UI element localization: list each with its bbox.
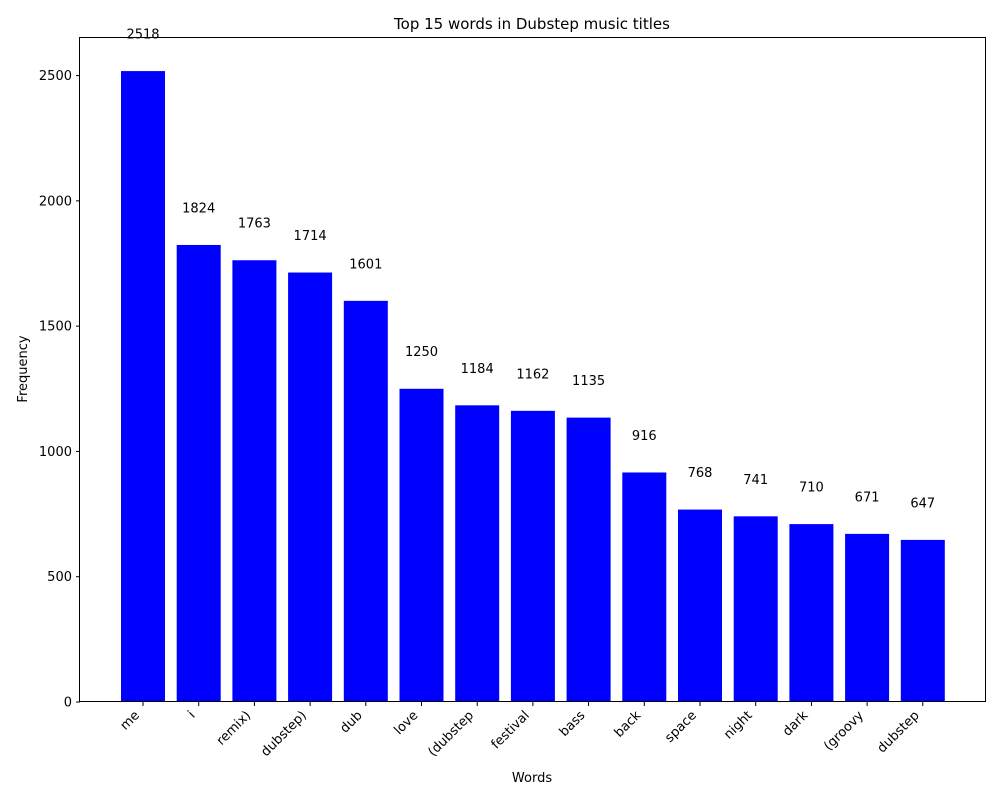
y-axis-label: Frequency xyxy=(16,335,31,402)
data-labels-group: 2518 1824 1763 1714 1601 1250 1184 1162 1135 916 7… xyxy=(126,28,935,512)
data-label: 916 xyxy=(632,429,657,444)
data-label: 1763 xyxy=(238,217,271,232)
bar xyxy=(121,71,165,703)
bar xyxy=(399,388,444,702)
bar xyxy=(232,260,277,702)
data-label: 1824 xyxy=(182,201,215,216)
data-label: 1601 xyxy=(349,257,382,272)
data-label: 647 xyxy=(910,496,935,511)
y-tick-label: 2500 xyxy=(39,69,72,84)
x-axis-label: Words xyxy=(512,771,552,786)
y-tick-label: 0 xyxy=(64,696,72,711)
bar xyxy=(288,272,333,702)
plot-frame xyxy=(79,37,986,702)
bars-group xyxy=(121,71,945,703)
data-label: 741 xyxy=(743,473,768,488)
bar xyxy=(900,539,945,702)
chart-title: Top 15 words in Dubstep music titles xyxy=(393,15,670,33)
bar xyxy=(845,533,890,702)
bar xyxy=(789,524,834,702)
bar xyxy=(566,417,611,702)
bar xyxy=(455,405,500,702)
bar xyxy=(176,244,221,703)
bar xyxy=(343,300,388,702)
data-label: 1184 xyxy=(461,362,494,377)
y-tick-label: 1000 xyxy=(39,445,72,460)
data-label: 1714 xyxy=(294,229,327,244)
data-label: 1162 xyxy=(516,367,549,382)
y-axis-ticks: 0 500 1000 1500 2000 2500 xyxy=(39,69,80,711)
data-label: 768 xyxy=(688,466,713,481)
bar xyxy=(622,472,667,702)
y-tick-label: 2000 xyxy=(39,194,72,209)
bar xyxy=(510,410,555,702)
y-tick-label: 1500 xyxy=(39,320,72,335)
bar xyxy=(678,509,722,702)
data-label: 671 xyxy=(855,490,880,505)
data-label: 710 xyxy=(799,481,824,496)
data-label: 1135 xyxy=(572,374,605,389)
data-label: 2518 xyxy=(126,28,159,43)
y-tick-label: 500 xyxy=(47,570,72,585)
bar xyxy=(733,516,778,702)
data-label: 1250 xyxy=(405,345,438,360)
